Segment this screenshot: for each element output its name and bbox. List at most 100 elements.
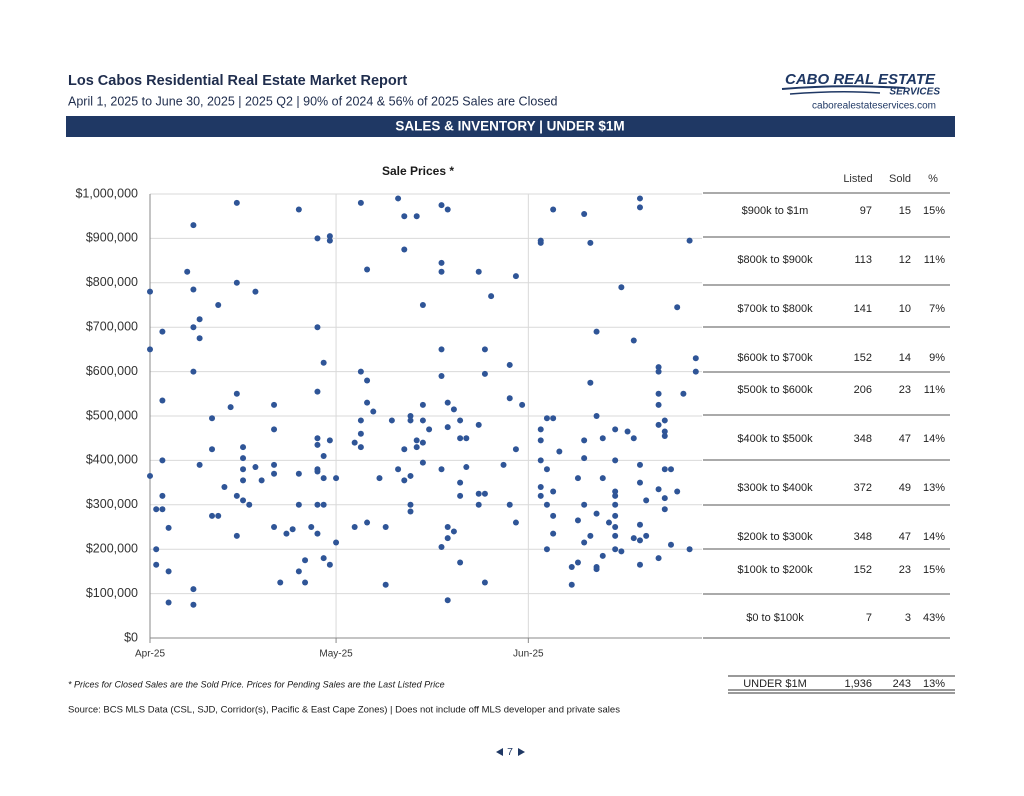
data-point [661,506,668,513]
data-point [463,435,470,442]
data-point [686,237,693,244]
range-label: $0 to $100k [746,612,804,624]
table-cell: 15% [923,205,945,217]
next-arrow[interactable] [518,748,525,756]
data-point [636,195,643,202]
data-point [240,466,247,473]
data-point [550,488,557,495]
range-label: $600k to $700k [737,352,813,364]
data-point [438,202,445,209]
data-point [165,599,172,606]
data-point [407,508,414,515]
y-tick-label: $100,000 [86,586,138,600]
data-point [537,484,544,491]
table-cell: 141 [854,303,872,315]
data-point [271,426,278,433]
data-point [581,501,588,508]
data-point [370,408,377,415]
data-point [605,519,612,526]
logo-url: caborealestateservices.com [812,101,936,112]
data-point [674,304,681,311]
table-cell: 43% [923,612,945,624]
data-point [190,324,197,331]
data-point [190,586,197,593]
y-tick-label: $900,000 [86,231,138,245]
data-point [351,439,358,446]
data-point [438,346,445,353]
logo-line2: SERVICES [889,87,940,98]
table-cell: 11% [924,384,945,396]
data-point [481,579,488,586]
data-point [320,475,327,482]
table-cell: 49 [899,482,911,494]
data-point [153,506,160,513]
data-point [302,557,309,564]
y-tick-label: $800,000 [86,275,138,289]
column-header: Sold [889,173,911,185]
data-point [165,524,172,531]
data-point [326,437,333,444]
range-label: $800k to $900k [737,254,813,266]
table-cell: 14 [899,352,911,364]
footnote: * Prices for Closed Sales are the Sold P… [68,679,445,689]
data-point [661,428,668,435]
data-point [612,532,619,539]
data-point [457,435,464,442]
table-cell: 10 [899,303,911,315]
data-point [624,428,631,435]
data-point [581,437,588,444]
data-point [227,404,234,411]
price-table: Listed Sold % $900k to $1m 97 15 15% $800k to $… [703,173,955,694]
table-cell: 12 [899,254,911,266]
data-point [581,539,588,546]
data-point [438,466,445,473]
banner-bar [66,116,955,137]
data-point [147,288,153,295]
data-point [444,206,451,213]
data-point [407,472,414,479]
data-point [314,501,321,508]
data-point [581,455,588,462]
data-point [401,246,408,253]
data-point [196,335,203,342]
data-point [320,359,327,366]
data-point [512,519,519,526]
data-point [407,417,414,424]
logo-swoosh [789,90,881,95]
data-point [457,559,464,566]
data-point [506,361,513,368]
range-label: $500k to $600k [737,384,813,396]
data-point [413,213,420,220]
data-point [246,501,253,508]
data-point [159,328,166,335]
y-tick-label: $400,000 [86,453,138,467]
data-point [159,457,166,464]
data-point [587,532,594,539]
data-point [463,464,470,471]
logo-line1: CABO REAL ESTATE [785,71,936,88]
data-point [692,355,699,362]
prev-arrow[interactable] [496,748,503,756]
data-point [314,468,321,475]
y-tick-label: $300,000 [86,497,138,511]
data-point [326,561,333,568]
data-point [550,512,557,519]
total-cell: 13% [923,678,945,690]
data-point [184,268,191,275]
x-tick-label: Jun-25 [513,649,544,660]
points [147,195,699,608]
table-cell: 113 [854,254,872,266]
range-label: $300k to $400k [737,482,813,494]
data-point [612,457,619,464]
data-point [481,346,488,353]
table-cell: 47 [899,531,911,543]
table-cell: 13% [923,482,945,494]
data-point [506,501,513,508]
data-point [612,501,619,508]
data-point [512,273,519,280]
logo-swoosh [781,85,906,90]
data-point [636,537,643,544]
data-point [655,364,662,371]
data-point [233,532,240,539]
